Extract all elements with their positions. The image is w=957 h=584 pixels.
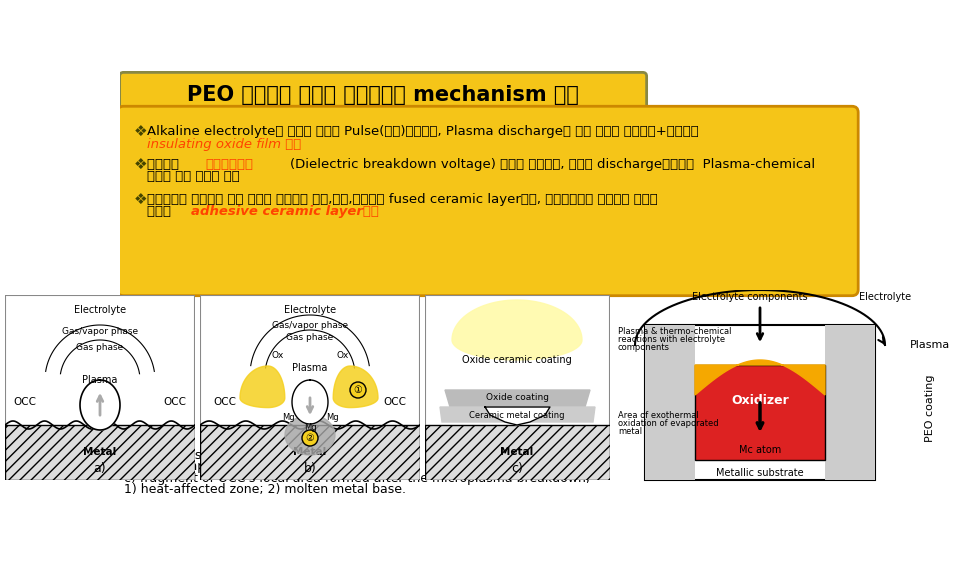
Text: 국부적으로 발생되는 열과 압력이 코팅층을 용해,소결,융고시켜 fused ceramic layer형성, 나노결정상의 치밀하고 독특한: 국부적으로 발생되는 열과 압력이 코팅층을 용해,소결,융고시켜 fused … xyxy=(146,193,657,206)
Text: Metallic substrate: Metallic substrate xyxy=(716,468,804,478)
Text: 산화물에: 산화물에 xyxy=(146,158,183,171)
Text: Area of exothermal: Area of exothermal xyxy=(618,411,699,419)
Bar xyxy=(425,425,610,480)
Text: Mc atom: Mc atom xyxy=(739,445,781,455)
Text: b): b) xyxy=(303,462,317,475)
Text: PEO coating: PEO coating xyxy=(925,374,935,442)
Text: Ox: Ox xyxy=(272,350,284,360)
Bar xyxy=(5,425,195,480)
Bar xyxy=(695,365,825,460)
Polygon shape xyxy=(285,415,335,455)
Text: a) microplasma breakdown;: a) microplasma breakdown; xyxy=(123,449,299,461)
Text: Electrolyte: Electrolyte xyxy=(74,305,126,315)
Text: c) fragment of OCC's local area formed after the microplasma breakdown;: c) fragment of OCC's local area formed a… xyxy=(123,472,590,485)
Text: Gas phase: Gas phase xyxy=(77,342,123,352)
FancyBboxPatch shape xyxy=(118,106,858,296)
Text: ❖: ❖ xyxy=(134,192,147,207)
Text: reactions with electrolyte: reactions with electrolyte xyxy=(618,335,725,345)
Text: ❖: ❖ xyxy=(134,157,147,172)
Text: ②: ② xyxy=(305,433,315,443)
Text: Alkaline electrolyte에 고전압 고전류 Pulse(교류)전압인가, Plasma discharge에 의해 생성된 금속증기+산소반응: Alkaline electrolyte에 고전압 고전류 Pulse(교류)전… xyxy=(146,125,699,138)
Text: metal: metal xyxy=(618,426,642,436)
Text: oxidation of evaporated: oxidation of evaporated xyxy=(618,419,719,427)
Text: b) high-temperature oxidation zone;: b) high-temperature oxidation zone; xyxy=(123,460,350,473)
Text: components: components xyxy=(618,343,670,353)
Text: Plasma: Plasma xyxy=(292,363,327,373)
Polygon shape xyxy=(292,380,328,424)
Text: OCC: OCC xyxy=(384,397,407,407)
Text: Gas/vapor phase: Gas/vapor phase xyxy=(272,321,348,329)
Polygon shape xyxy=(333,366,378,408)
FancyBboxPatch shape xyxy=(120,72,647,119)
Polygon shape xyxy=(695,360,825,395)
Text: Ceramic metal coating: Ceramic metal coating xyxy=(469,411,565,419)
Text: Gas/vapor phase: Gas/vapor phase xyxy=(62,328,138,336)
Text: Mg: Mg xyxy=(303,423,317,433)
Text: Plasma: Plasma xyxy=(910,340,950,350)
Text: Gas phase: Gas phase xyxy=(286,333,334,342)
Bar xyxy=(645,325,695,480)
Text: ❖: ❖ xyxy=(134,124,147,139)
Circle shape xyxy=(302,430,318,446)
Text: insulating oxide film 생성: insulating oxide film 생성 xyxy=(146,138,301,151)
Text: OCC: OCC xyxy=(13,397,36,407)
Bar xyxy=(645,325,875,480)
Text: OCC: OCC xyxy=(213,397,236,407)
Text: Oxidizer: Oxidizer xyxy=(731,394,789,406)
Text: Plasma: Plasma xyxy=(82,375,118,385)
Text: Metal: Metal xyxy=(501,447,534,457)
Text: Oxide ceramic coating: Oxide ceramic coating xyxy=(462,355,572,365)
Text: Metal: Metal xyxy=(294,447,326,457)
Text: Oxide coating: Oxide coating xyxy=(485,394,548,402)
Polygon shape xyxy=(240,366,285,408)
Text: 절연파괴전압: 절연파괴전압 xyxy=(206,158,254,171)
Text: Metal: Metal xyxy=(83,447,117,457)
Bar xyxy=(200,425,420,480)
Text: 반응에 의해 코팅층 성장: 반응에 의해 코팅층 성장 xyxy=(146,170,239,183)
Text: Electrolyte components: Electrolyte components xyxy=(692,292,808,302)
Text: Mg: Mg xyxy=(325,413,339,422)
Text: a): a) xyxy=(94,462,106,475)
Text: Electrolyte: Electrolyte xyxy=(284,305,336,315)
Text: 1) heat-affected zone; 2) molten metal base.: 1) heat-affected zone; 2) molten metal b… xyxy=(123,483,406,496)
Text: c): c) xyxy=(511,462,523,475)
Text: 특성의: 특성의 xyxy=(146,205,175,218)
Text: Electrolyte: Electrolyte xyxy=(859,292,911,302)
Text: (Dielectric breakdown voltage) 이상의 전압인가, 극렬한 discharge발생하며  Plasma-chemical: (Dielectric breakdown voltage) 이상의 전압인가,… xyxy=(290,158,815,171)
Text: Ox: Ox xyxy=(337,350,349,360)
Polygon shape xyxy=(440,407,595,422)
Text: Mg: Mg xyxy=(281,413,295,422)
Text: OCC: OCC xyxy=(164,397,187,407)
Text: adhesive ceramic layer형성: adhesive ceramic layer형성 xyxy=(191,205,379,218)
Polygon shape xyxy=(445,390,590,407)
Text: PEO 산화피막 형성의 전기화학적 mechanism 연구: PEO 산화피막 형성의 전기화학적 mechanism 연구 xyxy=(188,85,579,105)
Text: ①: ① xyxy=(354,385,363,395)
Polygon shape xyxy=(80,380,120,430)
Polygon shape xyxy=(452,300,582,360)
Text: Plasma & thermo-chemical: Plasma & thermo-chemical xyxy=(618,328,731,336)
Polygon shape xyxy=(485,407,550,425)
Circle shape xyxy=(350,382,366,398)
Bar xyxy=(825,325,875,480)
